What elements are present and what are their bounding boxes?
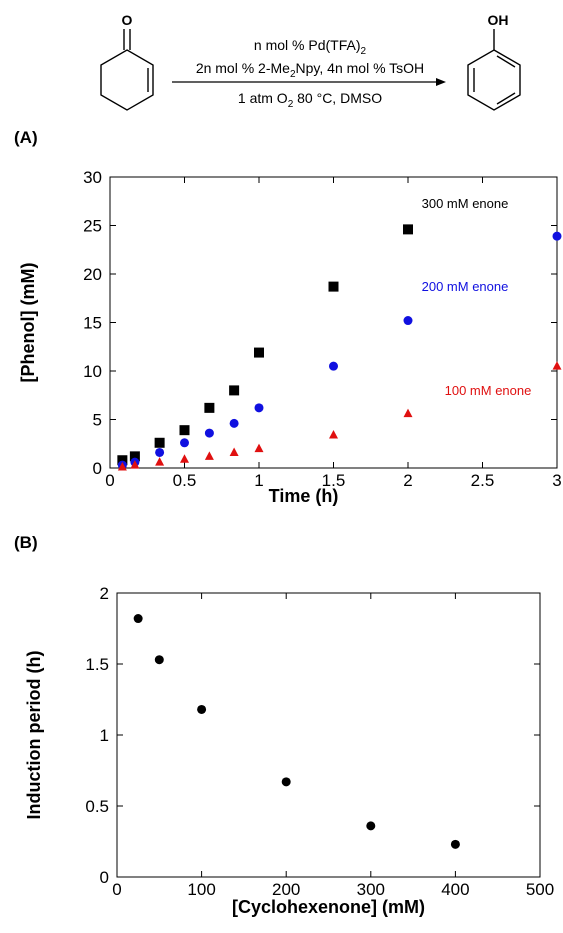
data-point-circle bbox=[254, 403, 264, 413]
data-point-circle bbox=[155, 447, 165, 457]
data-point-triangle bbox=[117, 462, 127, 471]
x-tick-label: 1 bbox=[254, 471, 263, 490]
y-tick-label: 10 bbox=[83, 362, 102, 381]
y-tick-label: 1 bbox=[100, 726, 109, 745]
y-tick-label: 30 bbox=[83, 168, 102, 187]
series-label: 100 mM enone bbox=[445, 383, 532, 398]
data-point-triangle bbox=[204, 451, 214, 460]
data-point-square bbox=[229, 385, 240, 396]
data-point-square bbox=[179, 425, 190, 436]
oxygen-atom-label: O bbox=[122, 12, 133, 28]
data-point-triangle bbox=[229, 447, 239, 456]
y-tick-label: 0 bbox=[93, 459, 102, 478]
y-axis-title: [Phenol] (mM) bbox=[18, 263, 38, 383]
data-point-square bbox=[117, 455, 128, 466]
cyclohexenone-structure: O bbox=[100, 12, 154, 111]
y-tick-label: 2 bbox=[100, 584, 109, 603]
data-point-circle bbox=[180, 438, 189, 448]
data-point-circle bbox=[154, 655, 164, 665]
series-label: 200 mM enone bbox=[422, 279, 509, 294]
x-tick-label: 200 bbox=[272, 880, 300, 899]
data-point-triangle bbox=[155, 457, 165, 466]
panel-label-b: (B) bbox=[14, 533, 38, 552]
data-point-triangle bbox=[403, 408, 413, 418]
x-tick-label: 0 bbox=[105, 471, 114, 490]
data-point-square bbox=[129, 451, 140, 462]
plot-frame bbox=[116, 592, 541, 878]
hydroxyl-label: OH bbox=[488, 12, 509, 28]
condition-catalyst: n mol % Pd(TFA)2 bbox=[254, 37, 367, 57]
x-tick-label: 2 bbox=[403, 471, 412, 490]
data-point-circle bbox=[281, 777, 291, 787]
data-point-circle bbox=[403, 316, 413, 326]
data-point-triangle bbox=[552, 361, 562, 370]
data-point-square bbox=[328, 281, 339, 292]
data-point-circle bbox=[366, 821, 376, 831]
reaction-arrow bbox=[172, 78, 446, 86]
data-point-square bbox=[403, 224, 413, 235]
x-tick-label: 3 bbox=[552, 471, 561, 490]
data-point-triangle bbox=[130, 460, 140, 469]
x-tick-label: 0 bbox=[112, 880, 121, 899]
x-axis-title: Time (h) bbox=[269, 486, 339, 506]
data-point-triangle bbox=[329, 430, 338, 439]
x-tick-label: 300 bbox=[357, 880, 385, 899]
x-tick-label: 2.5 bbox=[471, 471, 495, 490]
y-axis-title: Induction period (h) bbox=[24, 651, 44, 820]
data-point-square bbox=[154, 437, 165, 448]
y-tick-label: 5 bbox=[93, 411, 102, 430]
x-axis-title: [Cyclohexenone] (mM) bbox=[232, 897, 425, 917]
data-point-circle bbox=[450, 839, 460, 849]
y-tick-label: 0.5 bbox=[85, 797, 109, 816]
reaction-scheme: O n mol % Pd(TFA)2 2n mol % 2-Me2Npy, 4n… bbox=[100, 12, 521, 111]
series-label: 300 mM enone bbox=[422, 196, 509, 211]
data-point-square bbox=[254, 347, 264, 358]
data-point-circle bbox=[229, 418, 239, 428]
x-tick-label: 100 bbox=[187, 880, 215, 899]
data-point-circle bbox=[552, 231, 562, 241]
phenol-structure: OH bbox=[467, 12, 521, 111]
plot-frame bbox=[109, 176, 558, 469]
data-point-circle bbox=[197, 704, 207, 714]
condition-ligand-acid: 2n mol % 2-Me2Npy, 4n mol % TsOH bbox=[196, 60, 424, 80]
data-point-circle bbox=[329, 361, 338, 371]
data-point-circle bbox=[204, 428, 214, 438]
data-point-square bbox=[204, 402, 215, 413]
x-tick-label: 1.5 bbox=[322, 471, 346, 490]
data-point-triangle bbox=[180, 454, 189, 463]
y-tick-label: 25 bbox=[83, 217, 102, 236]
condition-oxidant-solvent: 1 atm O2 80 °C, DMSO bbox=[238, 90, 382, 110]
y-tick-label: 15 bbox=[83, 314, 102, 333]
chart-b: 0 100 200 300 400 500 0 0.5 1 1.5 2 [Cyclohexenone]… bbox=[24, 584, 554, 917]
x-tick-label: 400 bbox=[441, 880, 469, 899]
data-point-triangle bbox=[254, 443, 264, 453]
y-tick-label: 20 bbox=[83, 265, 102, 284]
data-point-circle bbox=[133, 614, 143, 624]
x-tick-label: 500 bbox=[526, 880, 554, 899]
y-tick-label: 1.5 bbox=[85, 655, 109, 674]
y-tick-label: 0 bbox=[100, 868, 109, 887]
panel-label-a: (A) bbox=[14, 128, 38, 147]
x-tick-label: 0.5 bbox=[173, 471, 197, 490]
